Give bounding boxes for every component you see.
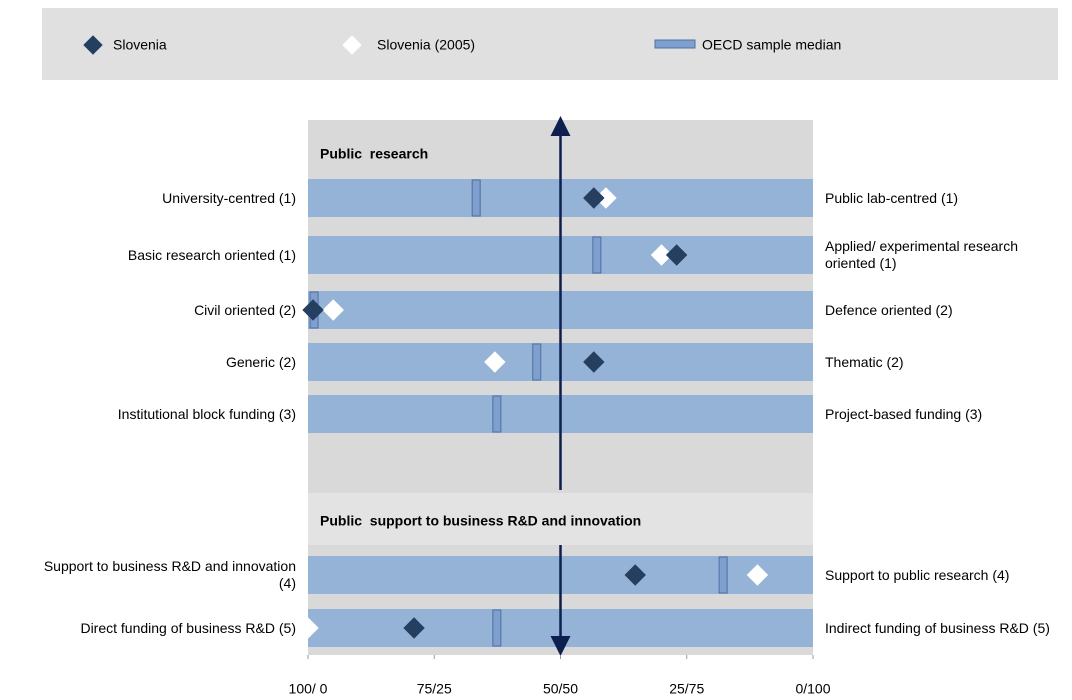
right-label: Public lab-centred (1) [825,189,959,206]
x-tick-label: 0/100 [795,681,830,697]
section-band [308,493,813,545]
legend-marker [654,39,696,49]
legend-marker [342,35,362,55]
right-label: Thematic (2) [825,353,904,370]
x-tick-label: 25/75 [669,681,704,697]
diamond [297,617,319,639]
legend-marker [83,35,103,55]
section-title: Public support to business R&D and innov… [320,513,641,529]
diamond [650,244,673,266]
left-label: Institutional block funding (3) [117,405,296,422]
median-bar [492,609,502,647]
right-label: Support to public research (4) [825,566,1010,583]
left-label: Civil oriented (2) [194,301,296,318]
right-label: Indirect funding of business R&D (5) [825,619,1050,636]
median-bar [532,343,542,381]
median-bar [492,395,502,433]
left-label: Generic (2) [225,353,296,370]
left-label: University-centred (1) [162,189,296,206]
x-tick-label: 75/25 [417,681,452,697]
median-bar [718,556,728,594]
diamond [583,187,605,209]
median-bar [592,236,602,274]
legend-label: Slovenia (2005) [377,37,475,53]
diamond [322,299,344,321]
left-label: Direct funding of business R&D (5) [80,619,296,636]
diamond [403,617,425,639]
left-label: Support to business R&D and innovation (… [43,558,296,591]
diamond [484,351,506,373]
left-label: Basic research oriented (1) [127,246,296,263]
right-label: Project-based funding (3) [825,405,983,422]
diamond [583,351,605,373]
right-label: Defence oriented (2) [825,301,953,318]
diamond [665,244,688,266]
legend-label: Slovenia [113,37,167,53]
x-tick-label: 100/ 0 [289,681,328,697]
section-title: Public research [320,146,428,162]
x-tick-label: 50/50 [543,681,578,697]
legend-box [42,8,1058,80]
diamond [302,299,324,321]
diamond [746,564,769,586]
diamond [624,564,646,586]
right-label: Applied/ experimental research oriented … [825,238,1018,271]
median-bar [471,179,481,217]
legend-label: OECD sample median [702,37,841,53]
